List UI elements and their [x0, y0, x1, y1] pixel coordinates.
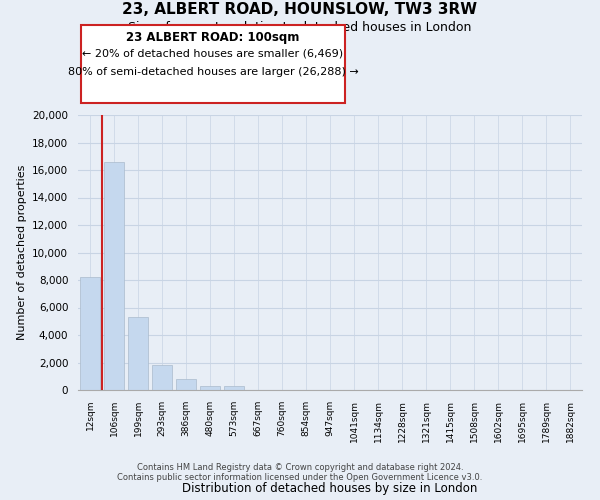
- Text: ← 20% of detached houses are smaller (6,469): ← 20% of detached houses are smaller (6,…: [82, 49, 344, 59]
- Bar: [104, 162, 124, 390]
- Text: 80% of semi-detached houses are larger (26,288) →: 80% of semi-detached houses are larger (…: [68, 68, 358, 78]
- Y-axis label: Number of detached properties: Number of detached properties: [17, 165, 26, 340]
- Text: Contains public sector information licensed under the Open Government Licence v3: Contains public sector information licen…: [118, 474, 482, 482]
- Text: Distribution of detached houses by size in London: Distribution of detached houses by size …: [182, 482, 478, 495]
- Bar: [128, 317, 148, 390]
- Bar: [80, 277, 100, 390]
- Text: 23, ALBERT ROAD, HOUNSLOW, TW3 3RW: 23, ALBERT ROAD, HOUNSLOW, TW3 3RW: [122, 2, 478, 18]
- Text: 23 ALBERT ROAD: 100sqm: 23 ALBERT ROAD: 100sqm: [127, 31, 299, 44]
- Bar: [200, 386, 220, 390]
- Bar: [152, 364, 172, 390]
- Text: Size of property relative to detached houses in London: Size of property relative to detached ho…: [128, 21, 472, 34]
- Bar: [224, 386, 244, 390]
- Text: Contains HM Land Registry data © Crown copyright and database right 2024.: Contains HM Land Registry data © Crown c…: [137, 464, 463, 472]
- Bar: [176, 380, 196, 390]
